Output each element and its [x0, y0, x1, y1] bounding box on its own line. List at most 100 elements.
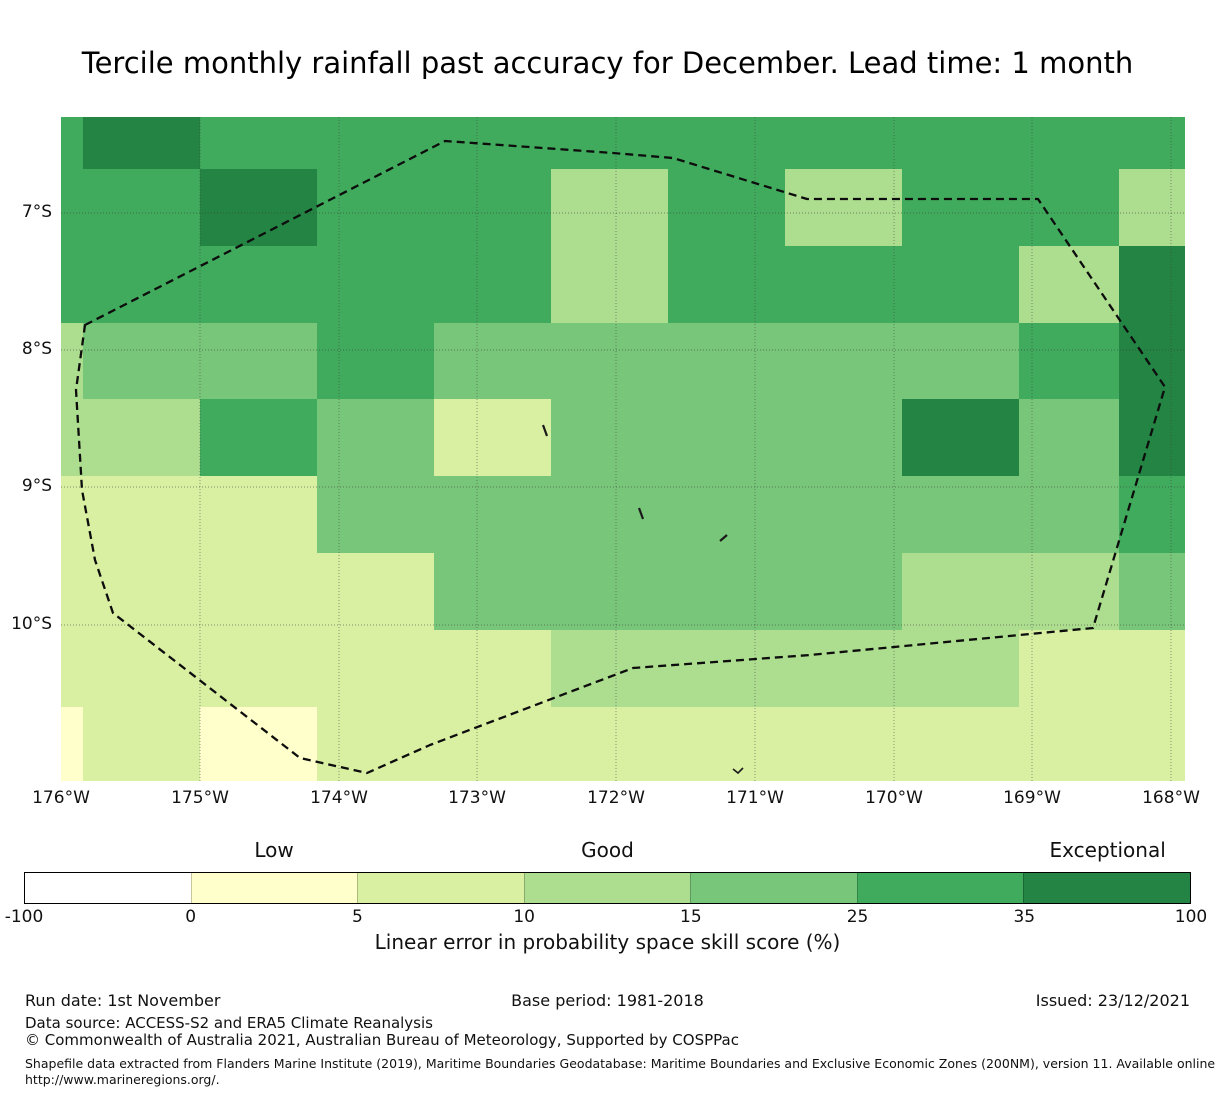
heatmap-cell: [785, 117, 902, 169]
heatmap-cell: [668, 476, 785, 553]
heatmap-cell: [83, 476, 200, 553]
heatmap-cell: [902, 707, 1019, 781]
heatmap-cell: [83, 707, 200, 781]
colorbar-tick-label: 0: [185, 907, 197, 927]
y-tick-label: 10°S: [11, 614, 52, 634]
heatmap-cell: [317, 476, 434, 553]
heatmap-cell: [1119, 630, 1185, 707]
heatmap-cell: [902, 117, 1019, 169]
heatmap-cell: [1019, 476, 1119, 553]
colorbar-segment: [1023, 873, 1191, 903]
heatmap-cell: [83, 117, 200, 169]
heatmap-cell: [434, 117, 551, 169]
heatmap-cell: [317, 117, 434, 169]
heatmap-cell: [83, 630, 200, 707]
shapefile-note-line2: http://www.marineregions.org/.: [25, 1072, 220, 1087]
heatmap-cell: [551, 169, 668, 246]
heatmap-cell: [551, 399, 668, 476]
heatmap-cell: [317, 553, 434, 630]
heatmap-cell: [434, 476, 551, 553]
colorbar-tick-label: 100: [1174, 907, 1208, 927]
colorbar-category-label: Exceptional: [1049, 838, 1166, 862]
heatmap-cell: [551, 117, 668, 169]
colorbar-tick-labels: -100 0 5 10 15 25 35 100: [5, 907, 1208, 929]
colorbar-title: Linear error in probability space skill …: [374, 930, 841, 954]
heatmap-cell: [551, 323, 668, 399]
heatmap-cell: [83, 323, 200, 399]
heatmap-cell: [1119, 553, 1185, 630]
heatmap-cell: [83, 169, 200, 246]
x-tick-label: 173°W: [448, 788, 506, 808]
heatmap-cell: [434, 169, 551, 246]
heatmap-cell: [902, 246, 1019, 323]
heatmap-cell: [200, 476, 317, 553]
x-tick-label: 169°W: [1003, 788, 1061, 808]
heatmap-cell: [317, 707, 434, 781]
heatmap-cell: [902, 476, 1019, 553]
colorbar-tick-label: -100: [4, 907, 44, 927]
heatmap-cell: [317, 630, 434, 707]
heatmap-cell: [668, 707, 785, 781]
heatmap-cell: [668, 323, 785, 399]
heatmap-cell: [902, 630, 1019, 707]
heatmap-cell: [434, 553, 551, 630]
heatmap-cell: [902, 169, 1019, 246]
heatmap-cell: [668, 630, 785, 707]
colorbar-tick-label: 15: [680, 907, 702, 927]
heatmap-cell: [785, 630, 902, 707]
heatmap-cell: [1119, 323, 1185, 399]
colorbar-segment: [357, 873, 524, 903]
x-tick-label: 171°W: [726, 788, 784, 808]
heatmap-cell: [61, 630, 83, 707]
heatmap-cell: [200, 246, 317, 323]
x-axis-tick-labels: 176°W 175°W 174°W 173°W 172°W 171°W 170°W 169°W…: [32, 788, 1200, 812]
heatmap-cell: [200, 553, 317, 630]
heatmap-cell: [61, 707, 83, 781]
colorbar-category-label: Good: [581, 838, 634, 862]
colorbar-tick-label: 25: [846, 907, 869, 927]
heatmap-cell: [200, 117, 317, 169]
data-source-text: Data source: ACCESS-S2 and ERA5 Climate …: [25, 1014, 433, 1032]
heatmap-cell: [434, 707, 551, 781]
heatmap-cell: [902, 323, 1019, 399]
colorbar-category-label: Low: [254, 838, 294, 862]
colorbar-category-labels: Low Good Exceptional: [24, 838, 1191, 864]
shapefile-note-line1: Shapefile data extracted from Flanders M…: [25, 1056, 1215, 1071]
heatmap-cell: [785, 169, 902, 246]
heatmap-cell: [785, 707, 902, 781]
heatmap-cell: [1019, 707, 1119, 781]
colorbar-segment: [190, 873, 358, 903]
y-tick-label: 8°S: [21, 339, 52, 359]
heatmap-cell: [61, 399, 83, 476]
heatmap-cell: [83, 399, 200, 476]
heatmap-cell: [551, 553, 668, 630]
heatmap-cell: [1019, 117, 1119, 169]
y-tick-label: 9°S: [21, 476, 52, 496]
heatmap-cell: [1019, 169, 1119, 246]
base-period-text: Base period: 1981-2018: [511, 991, 704, 1010]
heatmap-cell: [61, 476, 83, 553]
heatmap-cell: [1119, 169, 1185, 246]
heatmap-cell: [61, 553, 83, 630]
heatmap-cell: [785, 476, 902, 553]
heatmap: [61, 117, 1185, 781]
x-tick-label: 172°W: [587, 788, 645, 808]
heatmap-cell: [1019, 246, 1119, 323]
heatmap-cell: [551, 246, 668, 323]
heatmap-cell: [317, 246, 434, 323]
heatmap-cell: [200, 323, 317, 399]
heatmap-cell: [668, 246, 785, 323]
heatmap-cell: [200, 169, 317, 246]
heatmap-cell: [551, 476, 668, 553]
heatmap-cell: [1119, 399, 1185, 476]
heatmap-cell: [200, 707, 317, 781]
y-tick-label: 7°S: [21, 202, 52, 222]
heatmap-cell: [1119, 476, 1185, 553]
heatmap-cell: [1019, 630, 1119, 707]
heatmap-cell: [317, 399, 434, 476]
heatmap-cell: [902, 553, 1019, 630]
heatmap-cell: [1019, 399, 1119, 476]
heatmap-cell: [434, 630, 551, 707]
figure-title: Tercile monthly rainfall past accuracy f…: [81, 46, 1134, 80]
